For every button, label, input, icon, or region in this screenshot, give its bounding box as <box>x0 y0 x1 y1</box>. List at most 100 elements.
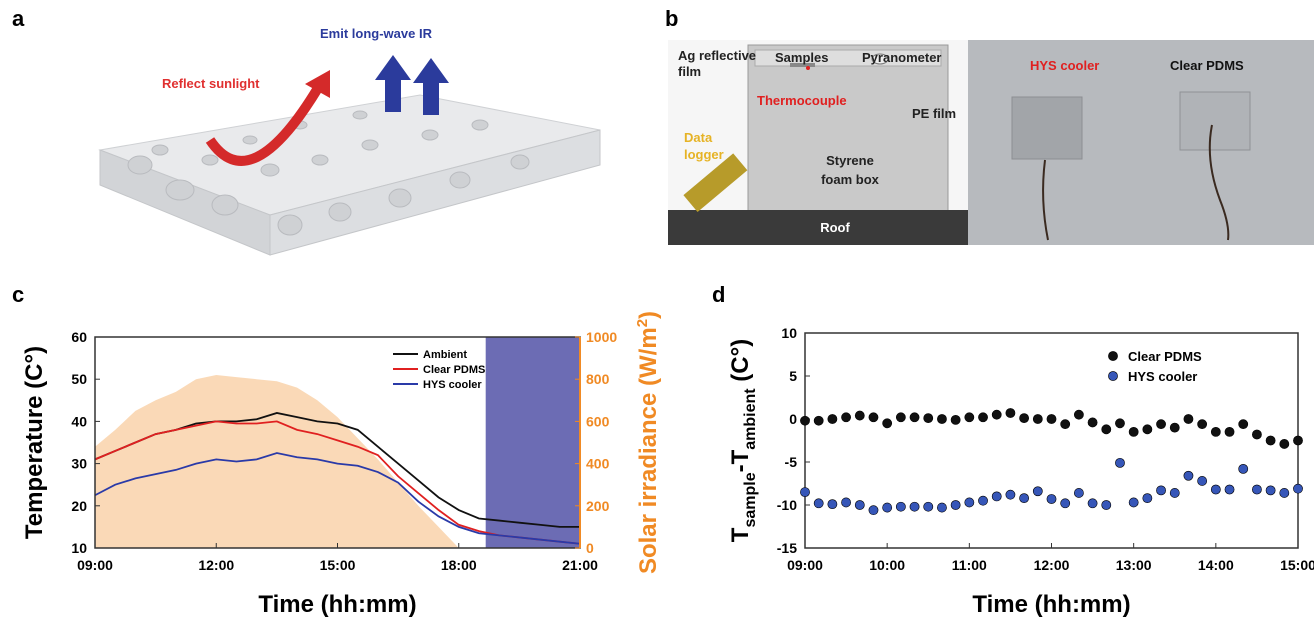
point <box>1239 420 1248 429</box>
panel-letter: a <box>12 6 25 31</box>
legend-label: Clear PDMS <box>1128 349 1202 364</box>
point <box>1266 486 1275 495</box>
y2-axis-label: Solar irradiance (W/m2) <box>634 311 662 574</box>
point <box>978 496 987 505</box>
point <box>1102 425 1111 434</box>
point <box>800 416 809 425</box>
point <box>1156 420 1165 429</box>
point <box>1047 494 1056 503</box>
point <box>896 413 905 422</box>
point <box>951 500 960 509</box>
y-tick-label: 60 <box>71 329 87 345</box>
y2-tick-label: 400 <box>586 456 610 472</box>
point <box>1006 408 1015 417</box>
legend-marker <box>1108 371 1117 380</box>
label-part: (C°) <box>727 339 754 389</box>
point <box>937 414 946 423</box>
point <box>1156 486 1165 495</box>
label-line: foam box <box>821 172 880 187</box>
label-line: Styrene <box>826 153 874 168</box>
point <box>1266 436 1275 445</box>
panel-letter: d <box>712 282 725 307</box>
label-line: logger <box>684 147 724 162</box>
point <box>1225 427 1234 436</box>
point <box>1061 499 1070 508</box>
point <box>1033 414 1042 423</box>
x-tick-label: 12:00 <box>1034 557 1070 573</box>
legend-label: Ambient <box>423 349 467 361</box>
y2-tick-label: 600 <box>586 413 610 429</box>
x-axis-label: Time (hh:mm) <box>258 591 416 618</box>
point <box>910 413 919 422</box>
point <box>1088 418 1097 427</box>
roof <box>668 210 968 245</box>
point <box>1115 419 1124 428</box>
x-tick-label: 11:00 <box>952 557 987 573</box>
x-tick-label: 14:00 <box>1198 557 1234 573</box>
y-tick-label: 40 <box>71 413 87 429</box>
point <box>992 410 1001 419</box>
point <box>978 413 987 422</box>
y-tick-label: 50 <box>71 371 87 387</box>
point <box>1033 487 1042 496</box>
label-line: Ag reflective <box>678 48 756 63</box>
y-tick-label: 30 <box>71 456 87 472</box>
y-tick-label: 10 <box>71 540 87 556</box>
point <box>828 414 837 423</box>
point <box>951 415 960 424</box>
point <box>855 500 864 509</box>
y-axis-label: Tsample-Tambient (C°) <box>727 339 759 542</box>
legend-label: HYS cooler <box>423 379 482 391</box>
shaded-region <box>486 337 580 548</box>
point <box>883 503 892 512</box>
point <box>841 413 850 422</box>
y-tick-label: 0 <box>789 411 797 427</box>
annotation: Emit long-wave IR <box>320 26 433 41</box>
y-tick-label: -5 <box>785 454 798 470</box>
point <box>855 411 864 420</box>
x-tick-label: 18:00 <box>441 557 477 573</box>
label-line: film <box>678 64 701 79</box>
y2-tick-label: 1000 <box>586 329 617 345</box>
hys-sample <box>1012 97 1082 159</box>
point <box>965 413 974 422</box>
point <box>814 499 823 508</box>
pdms-sample <box>1180 92 1250 150</box>
y-tick-label: -10 <box>777 497 797 513</box>
point <box>1088 499 1097 508</box>
point <box>1170 488 1179 497</box>
label: Clear PDMS <box>1170 58 1244 73</box>
point <box>869 413 878 422</box>
point <box>965 498 974 507</box>
point <box>1143 494 1152 503</box>
point <box>1280 488 1289 497</box>
y-tick-label: -15 <box>777 540 797 556</box>
point <box>1239 464 1248 473</box>
x-axis-label: Time (hh:mm) <box>972 591 1130 618</box>
legend-label: Clear PDMS <box>423 364 485 376</box>
point <box>924 502 933 511</box>
point <box>1252 430 1261 439</box>
point <box>924 414 933 423</box>
point <box>883 419 892 428</box>
point <box>1198 420 1207 429</box>
point <box>1074 488 1083 497</box>
point <box>869 506 878 515</box>
label-part: -T <box>727 449 754 472</box>
point <box>1129 427 1138 436</box>
point <box>1211 485 1220 494</box>
label: HYS cooler <box>1030 58 1099 73</box>
y-tick-label: 10 <box>781 325 797 341</box>
point <box>1102 500 1111 509</box>
label: PE film <box>912 106 956 121</box>
point <box>910 502 919 511</box>
point <box>1020 414 1029 423</box>
x-tick-label: 15:00 <box>1280 557 1314 573</box>
annotation: Reflect sunlight <box>162 76 260 91</box>
point <box>1280 439 1289 448</box>
x-tick-label: 09:00 <box>77 557 113 573</box>
point <box>992 492 1001 501</box>
label-part: ) <box>635 311 662 319</box>
point <box>1020 494 1029 503</box>
point <box>1252 485 1261 494</box>
